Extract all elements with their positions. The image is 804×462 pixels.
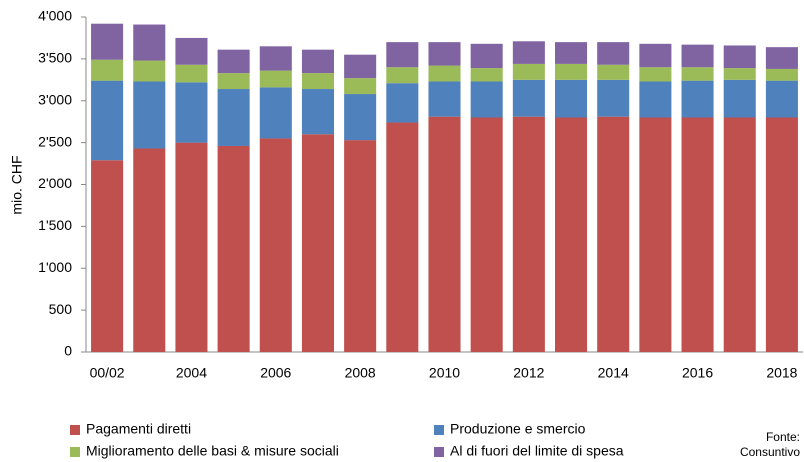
bar-segment bbox=[681, 80, 714, 118]
y-tick-label: 1'500 bbox=[38, 217, 72, 233]
legend-label: Pagamenti diretti bbox=[86, 421, 191, 437]
y-tick-label: 1'000 bbox=[38, 259, 72, 275]
bar-segment bbox=[175, 142, 208, 352]
bar-segment bbox=[681, 67, 714, 81]
bar-segment bbox=[259, 70, 292, 88]
x-tick-label: 2018 bbox=[766, 365, 797, 381]
bar-segment bbox=[259, 46, 292, 71]
y-tick-label: 3'000 bbox=[38, 91, 72, 107]
bar-segment bbox=[301, 134, 334, 352]
bar-segment bbox=[91, 23, 124, 60]
bar-segment bbox=[723, 117, 756, 352]
bar-segment bbox=[428, 42, 461, 66]
bar-segment bbox=[259, 87, 292, 139]
legend-swatch bbox=[434, 447, 444, 457]
x-tick-label: 2008 bbox=[345, 365, 376, 381]
source: Consuntivo bbox=[740, 445, 800, 459]
bar-segment bbox=[175, 37, 208, 65]
bar-segment bbox=[428, 116, 461, 352]
bar-segment bbox=[639, 81, 672, 118]
bar-segment bbox=[723, 45, 756, 69]
bar-segment bbox=[555, 63, 588, 80]
bar-segment bbox=[428, 65, 461, 82]
y-tick-label: 4'000 bbox=[38, 8, 72, 24]
x-tick-label: 2010 bbox=[429, 365, 460, 381]
bar-segment bbox=[344, 140, 377, 352]
bar-segment bbox=[259, 138, 292, 352]
y-tick-label: 2'000 bbox=[38, 175, 72, 191]
y-axis-label: mio. CHF bbox=[9, 155, 25, 214]
bar-segment bbox=[217, 73, 250, 90]
bar-segment bbox=[512, 116, 545, 352]
bar-segment bbox=[512, 63, 545, 80]
bar-segment bbox=[344, 78, 377, 95]
bar-segment bbox=[301, 89, 334, 135]
x-tick-label: 2012 bbox=[513, 365, 544, 381]
bar-segment bbox=[555, 42, 588, 64]
legend-swatch bbox=[70, 425, 80, 435]
bar-segment bbox=[133, 81, 166, 149]
bar-segment bbox=[217, 89, 250, 146]
bar-segment bbox=[386, 122, 419, 353]
x-tick-label: 2006 bbox=[260, 365, 291, 381]
source: Fonte: bbox=[766, 430, 800, 444]
bar-segment bbox=[344, 94, 377, 141]
bar-segment bbox=[344, 54, 377, 79]
legend-label: Produzione e smercio bbox=[450, 421, 586, 437]
legend-swatch bbox=[434, 425, 444, 435]
legend-label: Miglioramento delle basi & misure social… bbox=[86, 443, 339, 459]
x-tick-label: 2016 bbox=[682, 365, 713, 381]
bar-segment bbox=[597, 116, 630, 352]
bar-segment bbox=[765, 47, 798, 69]
bar-segment bbox=[470, 68, 503, 82]
bar-segment bbox=[386, 83, 419, 123]
bar-segment bbox=[597, 64, 630, 80]
bar-segment bbox=[512, 41, 545, 64]
x-tick-label: 2004 bbox=[176, 365, 207, 381]
bar-segment bbox=[555, 117, 588, 352]
legend-label: Al di fuori del limite di spesa bbox=[450, 443, 624, 459]
bar-segment bbox=[470, 81, 503, 118]
bar-segment bbox=[217, 49, 250, 74]
bar-segment bbox=[386, 42, 419, 68]
bar-segment bbox=[639, 43, 672, 68]
bar-segment bbox=[91, 59, 124, 81]
y-tick-label: 2'500 bbox=[38, 133, 72, 149]
x-tick-label: 2014 bbox=[598, 365, 629, 381]
bar-segment bbox=[428, 81, 461, 117]
bar-segment bbox=[470, 43, 503, 69]
y-tick-label: 3'500 bbox=[38, 50, 72, 66]
bar-segment bbox=[765, 80, 798, 118]
bar-segment bbox=[175, 82, 208, 143]
legend-swatch bbox=[70, 447, 80, 457]
bar-segment bbox=[555, 79, 588, 118]
bar-segment bbox=[639, 117, 672, 352]
y-tick-label: 500 bbox=[49, 301, 73, 317]
bar-segment bbox=[723, 79, 756, 118]
bar-segment bbox=[765, 68, 798, 81]
bar-segment bbox=[681, 117, 714, 352]
bar-segment bbox=[597, 79, 630, 117]
bar-segment bbox=[386, 67, 419, 84]
bar-segment bbox=[91, 160, 124, 352]
bar-segment bbox=[723, 68, 756, 80]
x-tick-label: 00/02 bbox=[90, 365, 125, 381]
bar-segment bbox=[681, 44, 714, 68]
bar-segment bbox=[133, 24, 166, 61]
bar-segment bbox=[133, 60, 166, 82]
bar-segment bbox=[301, 73, 334, 90]
y-tick-label: 0 bbox=[64, 343, 72, 359]
bar-segment bbox=[597, 42, 630, 65]
bar-segment bbox=[512, 79, 545, 117]
bar-segment bbox=[765, 117, 798, 352]
bar-segment bbox=[91, 80, 124, 161]
bar-segment bbox=[301, 49, 334, 74]
bar-segment bbox=[217, 145, 250, 352]
bar-segment bbox=[470, 117, 503, 352]
bar-segment bbox=[175, 64, 208, 83]
bar-segment bbox=[133, 148, 166, 352]
bar-segment bbox=[639, 67, 672, 82]
